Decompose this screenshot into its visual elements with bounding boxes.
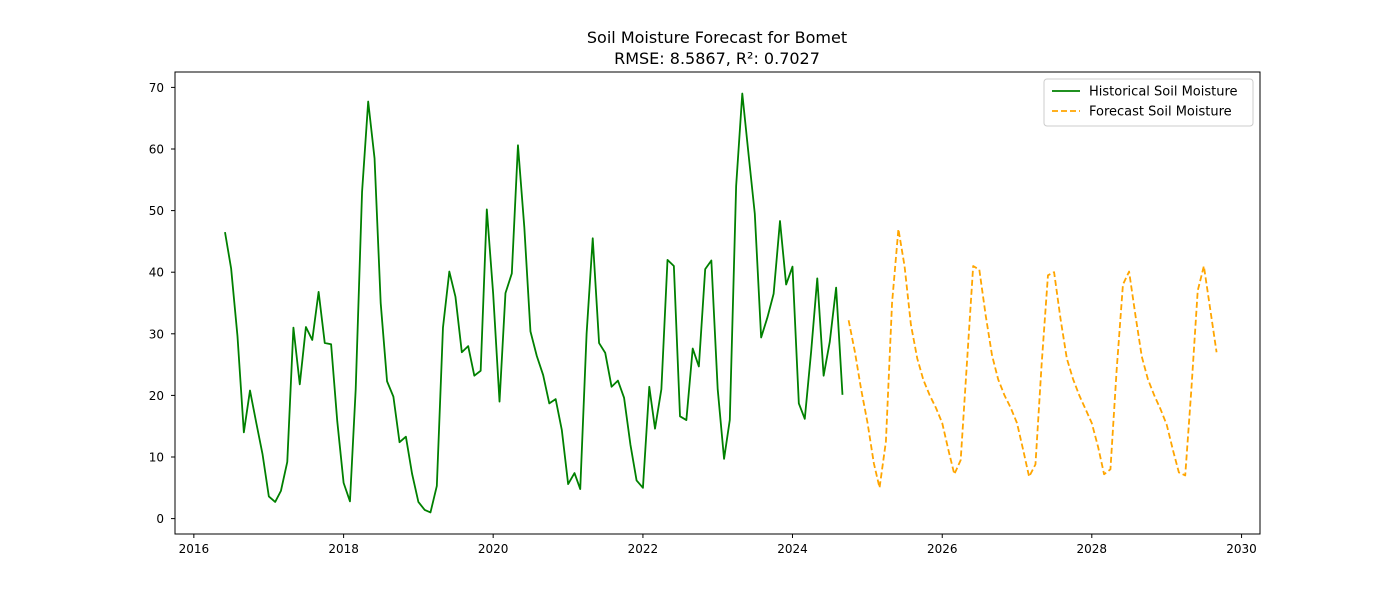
y-tick-label: 20 bbox=[149, 389, 164, 403]
x-tick-label: 2026 bbox=[927, 542, 958, 556]
y-tick-label: 40 bbox=[149, 266, 164, 280]
y-tick-label: 0 bbox=[156, 512, 164, 526]
legend: Historical Soil Moisture Forecast Soil M… bbox=[1043, 78, 1254, 127]
plot-area-frame bbox=[174, 71, 1261, 535]
x-tick-label: 2030 bbox=[1226, 542, 1257, 556]
chart-title: Soil Moisture Forecast for Bomet bbox=[587, 28, 847, 47]
x-axis: 2016 2018 2020 2022 2024 2026 2028 2030 bbox=[179, 534, 1257, 556]
y-tick-label: 70 bbox=[149, 81, 164, 95]
y-tick-label: 10 bbox=[149, 451, 164, 465]
y-axis: 0 10 20 30 40 50 60 70 bbox=[149, 81, 175, 526]
x-tick-label: 2016 bbox=[179, 542, 210, 556]
legend-label-historical: Historical Soil Moisture bbox=[1089, 85, 1238, 100]
y-tick-label: 50 bbox=[149, 204, 164, 218]
x-tick-label: 2022 bbox=[628, 542, 659, 556]
x-tick-label: 2024 bbox=[777, 542, 808, 556]
x-tick-label: 2028 bbox=[1077, 542, 1108, 556]
historical-soil-moisture-line bbox=[224, 92, 844, 514]
chart-subtitle: RMSE: 8.5867, R²: 0.7027 bbox=[614, 49, 820, 68]
legend-label-forecast: Forecast Soil Moisture bbox=[1089, 105, 1232, 120]
forecast-soil-moisture-line bbox=[847, 228, 1218, 489]
x-tick-label: 2020 bbox=[478, 542, 509, 556]
y-tick-label: 30 bbox=[149, 327, 164, 341]
series-layer bbox=[224, 92, 1218, 514]
x-tick-label: 2018 bbox=[328, 542, 359, 556]
legend-box bbox=[1043, 78, 1254, 127]
y-tick-label: 60 bbox=[149, 143, 164, 157]
